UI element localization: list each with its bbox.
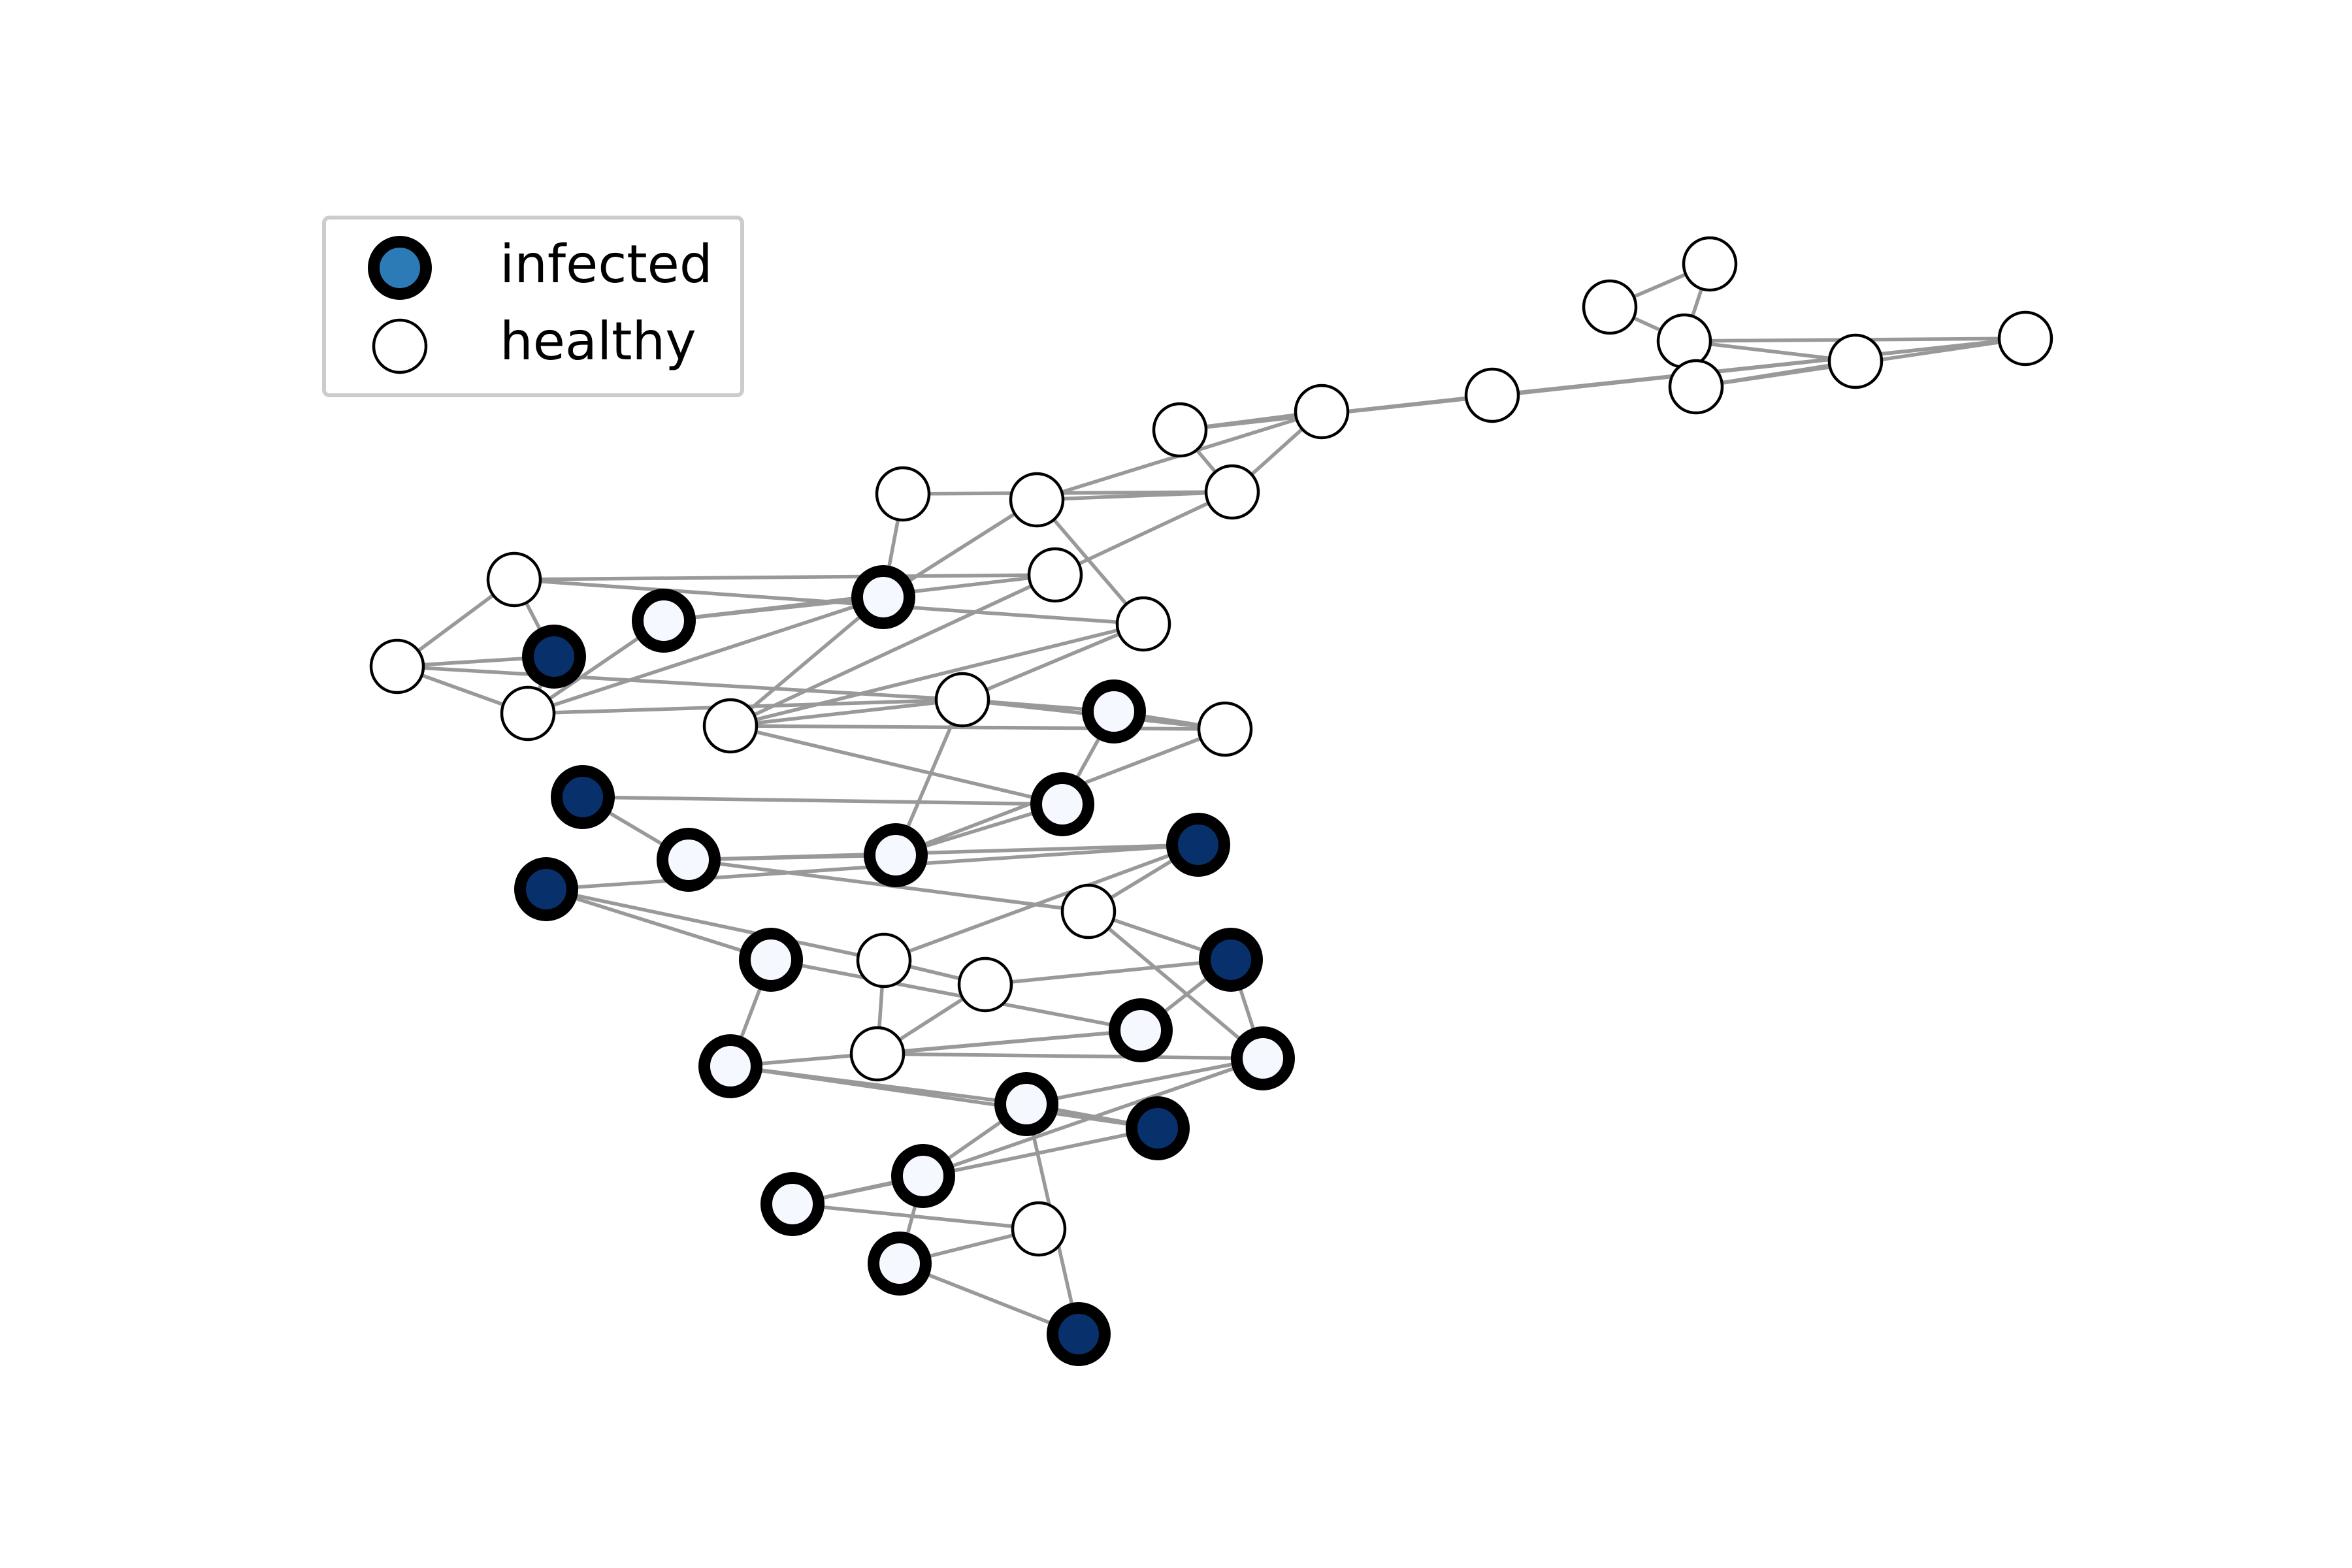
- infected-node-n26: [551, 765, 615, 829]
- legend-infected-label: infected: [500, 234, 713, 295]
- edge-n13-n21: [729, 595, 885, 728]
- infected-node-n30: [514, 857, 578, 921]
- healthy-node-n45: [1011, 1201, 1067, 1257]
- edge-n15-n21: [730, 622, 1144, 728]
- infected-node-n44: [868, 1232, 932, 1296]
- healthy-node-n9: [1294, 384, 1350, 440]
- healthy-node-n34: [856, 932, 912, 988]
- edge-n15-n22: [961, 622, 1145, 702]
- infected-node-n17: [522, 625, 586, 689]
- infected-node-n41: [1126, 1096, 1190, 1160]
- edge-n32-n36: [770, 958, 1141, 1032]
- edge-n28-n29: [688, 843, 1199, 862]
- healthy-node-n1: [1682, 236, 1738, 292]
- edge-n30-n32: [546, 887, 772, 962]
- legend: infected healthy: [322, 216, 744, 397]
- infected-node-n18: [632, 589, 696, 653]
- legend-healthy-marker: [372, 318, 428, 374]
- infected-node-n32: [739, 928, 803, 992]
- edge-n36-n39: [877, 1028, 1141, 1056]
- healthy-node-n16: [486, 551, 542, 608]
- edge-n14-n16: [514, 573, 1056, 581]
- healthy-node-n8: [1152, 402, 1208, 458]
- edge-n38-n41: [730, 1064, 1158, 1130]
- healthy-node-n24: [1197, 701, 1253, 757]
- edge-n11-n10: [902, 490, 1233, 496]
- healthy-node-n7: [1464, 367, 1520, 423]
- healthy-node-n3: [1656, 313, 1712, 369]
- edge-n21-n25: [730, 724, 1063, 806]
- healthy-node-n14: [1027, 547, 1083, 603]
- node-layer: [369, 236, 2053, 1366]
- healthy-node-n21: [702, 698, 759, 754]
- edge-n37-n40: [1026, 1056, 1264, 1106]
- edge-n19-n22: [397, 664, 963, 702]
- infected-node-n28: [657, 828, 721, 892]
- healthy-node-n39: [849, 1026, 906, 1082]
- infected-node-n23: [1082, 679, 1146, 743]
- edge-n39-n37: [877, 1052, 1264, 1060]
- edge-n25-n26: [582, 795, 1063, 806]
- healthy-node-n35: [957, 956, 1013, 1013]
- infected-node-n40: [994, 1072, 1058, 1136]
- healthy-node-n22: [934, 672, 990, 728]
- healthy-node-n19: [369, 638, 425, 694]
- edge-layer: [396, 262, 2026, 1336]
- edge-n29-n34: [883, 843, 1199, 962]
- healthy-node-n31: [1060, 883, 1117, 939]
- healthy-node-n10: [1204, 464, 1260, 520]
- edge-n35-n33: [985, 958, 1232, 987]
- infected-node-n46: [1047, 1302, 1111, 1366]
- infected-node-n27: [864, 823, 928, 887]
- legend-healthy-label: healthy: [500, 311, 696, 372]
- healthy-node-n2: [1582, 279, 1638, 335]
- edge-n21-n22: [730, 698, 963, 728]
- infected-node-n42: [891, 1144, 955, 1208]
- healthy-node-n5: [1668, 359, 1724, 415]
- infected-node-n36: [1109, 998, 1173, 1062]
- healthy-node-n20: [500, 685, 556, 742]
- healthy-node-n6: [1997, 310, 2053, 367]
- edge-n31-n37: [1087, 909, 1264, 1060]
- edge-n13-n20: [527, 595, 884, 715]
- infected-node-n33: [1199, 928, 1263, 992]
- healthy-node-n15: [1115, 596, 1171, 652]
- edge-n44-n46: [898, 1262, 1080, 1336]
- healthy-node-n11: [875, 466, 931, 522]
- edge-n10-n14: [1054, 490, 1233, 577]
- infected-node-n13: [851, 565, 915, 629]
- healthy-node-n4: [1827, 333, 1884, 389]
- infected-node-n38: [698, 1034, 762, 1098]
- legend-infected-marker: [368, 236, 432, 300]
- edge-n21-n14: [729, 573, 1056, 728]
- infected-node-n29: [1166, 813, 1230, 877]
- infected-node-n43: [760, 1172, 825, 1236]
- infected-node-n25: [1030, 772, 1094, 836]
- edge-n21-n24: [730, 724, 1226, 731]
- infected-node-n37: [1231, 1026, 1295, 1090]
- edge-n43-n45: [792, 1202, 1039, 1231]
- healthy-node-n12: [1009, 472, 1065, 528]
- edge-n30-n34: [546, 887, 885, 962]
